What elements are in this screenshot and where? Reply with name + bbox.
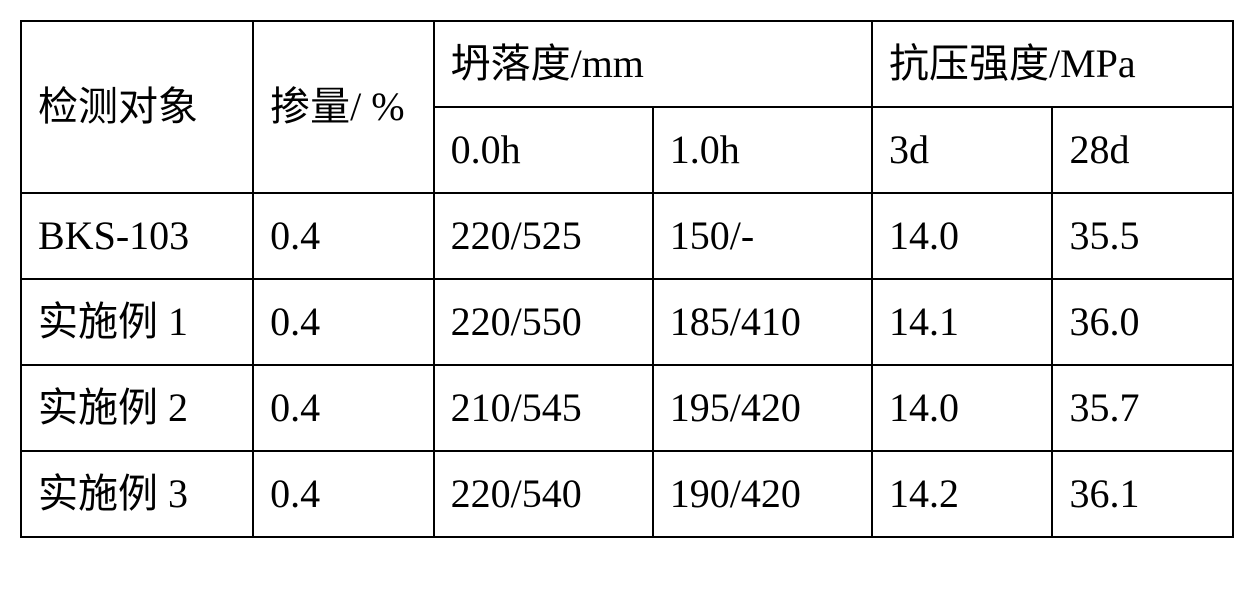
cell-slump-1h: 185/410	[653, 279, 872, 365]
header-row-1: 检测对象 掺量/ % 坍落度/mm 抗压强度/MPa	[21, 21, 1233, 107]
cell-strength-3d: 14.1	[872, 279, 1053, 365]
cell-slump-0h: 220/550	[434, 279, 653, 365]
header-slump-group: 坍落度/mm	[434, 21, 872, 107]
cell-strength-28d: 36.0	[1052, 279, 1233, 365]
table-row: 实施例 3 0.4 220/540 190/420 14.2 36.1	[21, 451, 1233, 537]
cell-strength-28d: 35.7	[1052, 365, 1233, 451]
cell-testobj: 实施例 3	[21, 451, 253, 537]
header-0h: 0.0h	[434, 107, 653, 193]
cell-testobj: 实施例 1	[21, 279, 253, 365]
cell-slump-1h: 150/-	[653, 193, 872, 279]
cell-slump-0h: 210/545	[434, 365, 653, 451]
cell-slump-1h: 195/420	[653, 365, 872, 451]
cell-slump-0h: 220/525	[434, 193, 653, 279]
cell-testobj: 实施例 2	[21, 365, 253, 451]
cell-testobj: BKS-103	[21, 193, 253, 279]
cell-slump-1h: 190/420	[653, 451, 872, 537]
header-1h: 1.0h	[653, 107, 872, 193]
cell-slump-0h: 220/540	[434, 451, 653, 537]
cell-strength-3d: 14.0	[872, 193, 1053, 279]
cell-strength-3d: 14.0	[872, 365, 1053, 451]
header-28d: 28d	[1052, 107, 1233, 193]
cell-dosage: 0.4	[253, 193, 434, 279]
header-strength-group: 抗压强度/MPa	[872, 21, 1233, 107]
cell-strength-3d: 14.2	[872, 451, 1053, 537]
table-row: 实施例 2 0.4 210/545 195/420 14.0 35.7	[21, 365, 1233, 451]
cell-strength-28d: 36.1	[1052, 451, 1233, 537]
header-dosage: 掺量/ %	[253, 21, 434, 193]
cell-dosage: 0.4	[253, 279, 434, 365]
cell-dosage: 0.4	[253, 451, 434, 537]
table-row: 实施例 1 0.4 220/550 185/410 14.1 36.0	[21, 279, 1233, 365]
table-row: BKS-103 0.4 220/525 150/- 14.0 35.5	[21, 193, 1233, 279]
table-body: BKS-103 0.4 220/525 150/- 14.0 35.5 实施例 …	[21, 193, 1233, 537]
cell-dosage: 0.4	[253, 365, 434, 451]
header-testobj: 检测对象	[21, 21, 253, 193]
header-3d: 3d	[872, 107, 1053, 193]
table-header: 检测对象 掺量/ % 坍落度/mm 抗压强度/MPa 0.0h 1.0h 3d …	[21, 21, 1233, 193]
data-table: 检测对象 掺量/ % 坍落度/mm 抗压强度/MPa 0.0h 1.0h 3d …	[20, 20, 1234, 538]
cell-strength-28d: 35.5	[1052, 193, 1233, 279]
